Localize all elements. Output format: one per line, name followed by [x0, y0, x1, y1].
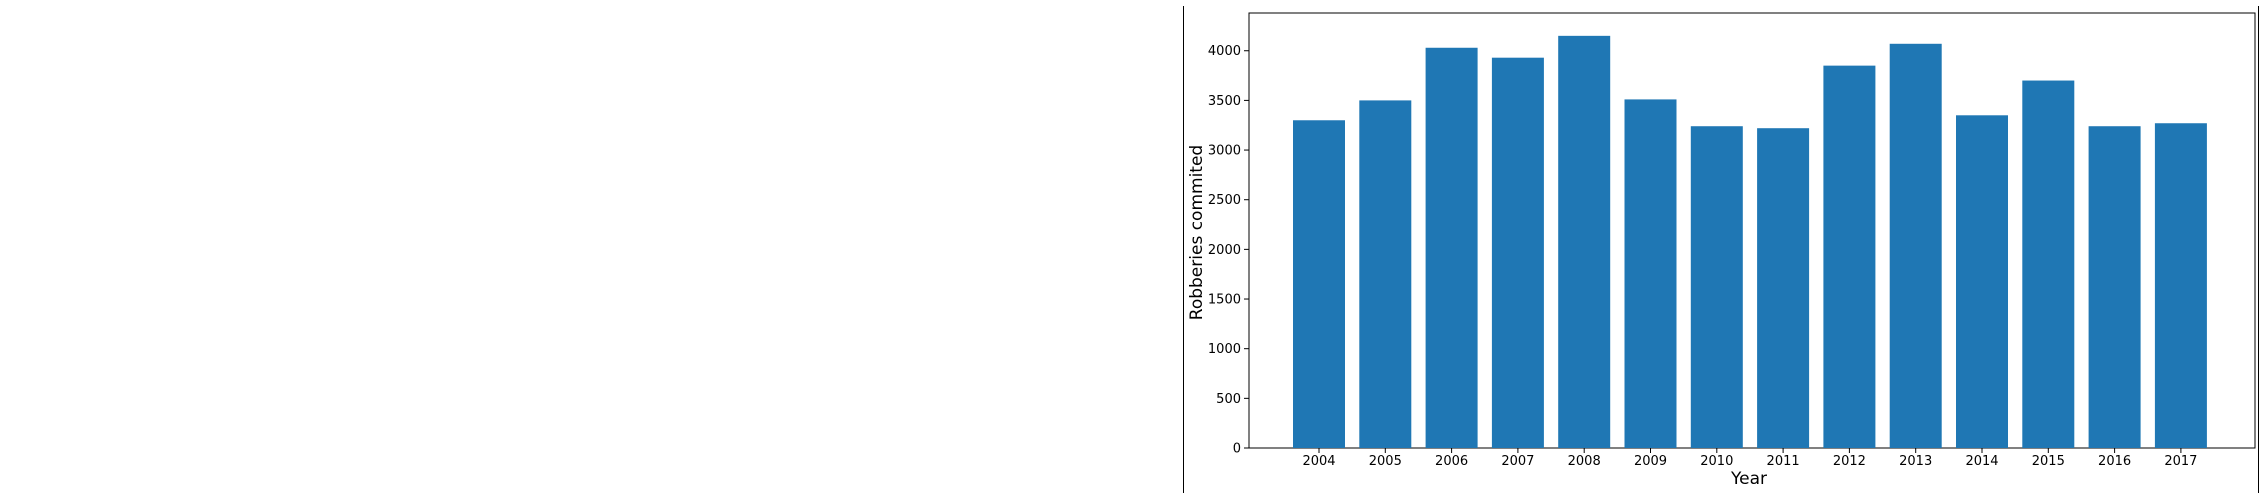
- x-tick-label: 2012: [1833, 454, 1866, 469]
- bar-2008: [1558, 35, 1611, 448]
- y-axis-ticks: 0 500 1000 1500 2000 2500 3000 3500 4000: [1208, 44, 1249, 457]
- left-divider-line: [1183, 6, 1184, 493]
- bar-2007: [1491, 57, 1544, 449]
- y-tick-label: 3500: [1208, 94, 1241, 109]
- bar-2015: [2022, 80, 2075, 449]
- x-axis-ticks: 2004 2005 2006 2007 2008 2009 2010 2011 2012 2013…: [1302, 448, 2197, 469]
- bar-2010: [1690, 126, 1743, 448]
- right-divider-line: [2258, 6, 2259, 493]
- x-tick-label: 2009: [1634, 454, 1667, 469]
- y-tick-label: 3000: [1208, 144, 1241, 159]
- y-tick-label: 2500: [1208, 193, 1241, 208]
- bar-2012: [1823, 65, 1876, 448]
- y-tick-label: 4000: [1208, 44, 1241, 59]
- x-tick-label: 2011: [1767, 454, 1800, 469]
- x-tick-label: 2008: [1568, 454, 1601, 469]
- x-tick-label: 2013: [1899, 454, 1932, 469]
- bar-2009: [1624, 99, 1677, 448]
- bars-group: [1293, 35, 2207, 449]
- y-tick-label: 1000: [1208, 342, 1241, 357]
- x-tick-label: 2015: [2032, 454, 2065, 469]
- y-tick-label: 500: [1216, 392, 1241, 407]
- x-tick-label: 2014: [1965, 454, 1998, 469]
- bar-2005: [1359, 100, 1412, 448]
- bar-2016: [2088, 126, 2141, 448]
- y-tick-label: 0: [1233, 442, 1241, 457]
- bar-2006: [1425, 47, 1478, 448]
- bar-2017: [2154, 123, 2207, 449]
- x-tick-label: 2007: [1501, 454, 1534, 469]
- x-tick-label: 2017: [2164, 454, 2197, 469]
- x-tick-label: 2004: [1302, 454, 1335, 469]
- bar-2013: [1889, 43, 1942, 449]
- x-tick-label: 2010: [1700, 454, 1733, 469]
- bar-2011: [1757, 128, 1810, 448]
- plot-frame: [1248, 12, 2256, 449]
- bar-2014: [1956, 115, 2008, 448]
- x-tick-label: 2005: [1369, 454, 1402, 469]
- x-tick-label: 2016: [2098, 454, 2131, 469]
- bar-2004: [1293, 120, 1345, 448]
- x-axis-title: Year: [1730, 469, 1767, 489]
- y-tick-label: 2000: [1208, 243, 1241, 258]
- y-tick-label: 1500: [1208, 293, 1241, 308]
- y-axis-title: Robberies commited: [1187, 145, 1207, 320]
- x-tick-label: 2006: [1435, 454, 1468, 469]
